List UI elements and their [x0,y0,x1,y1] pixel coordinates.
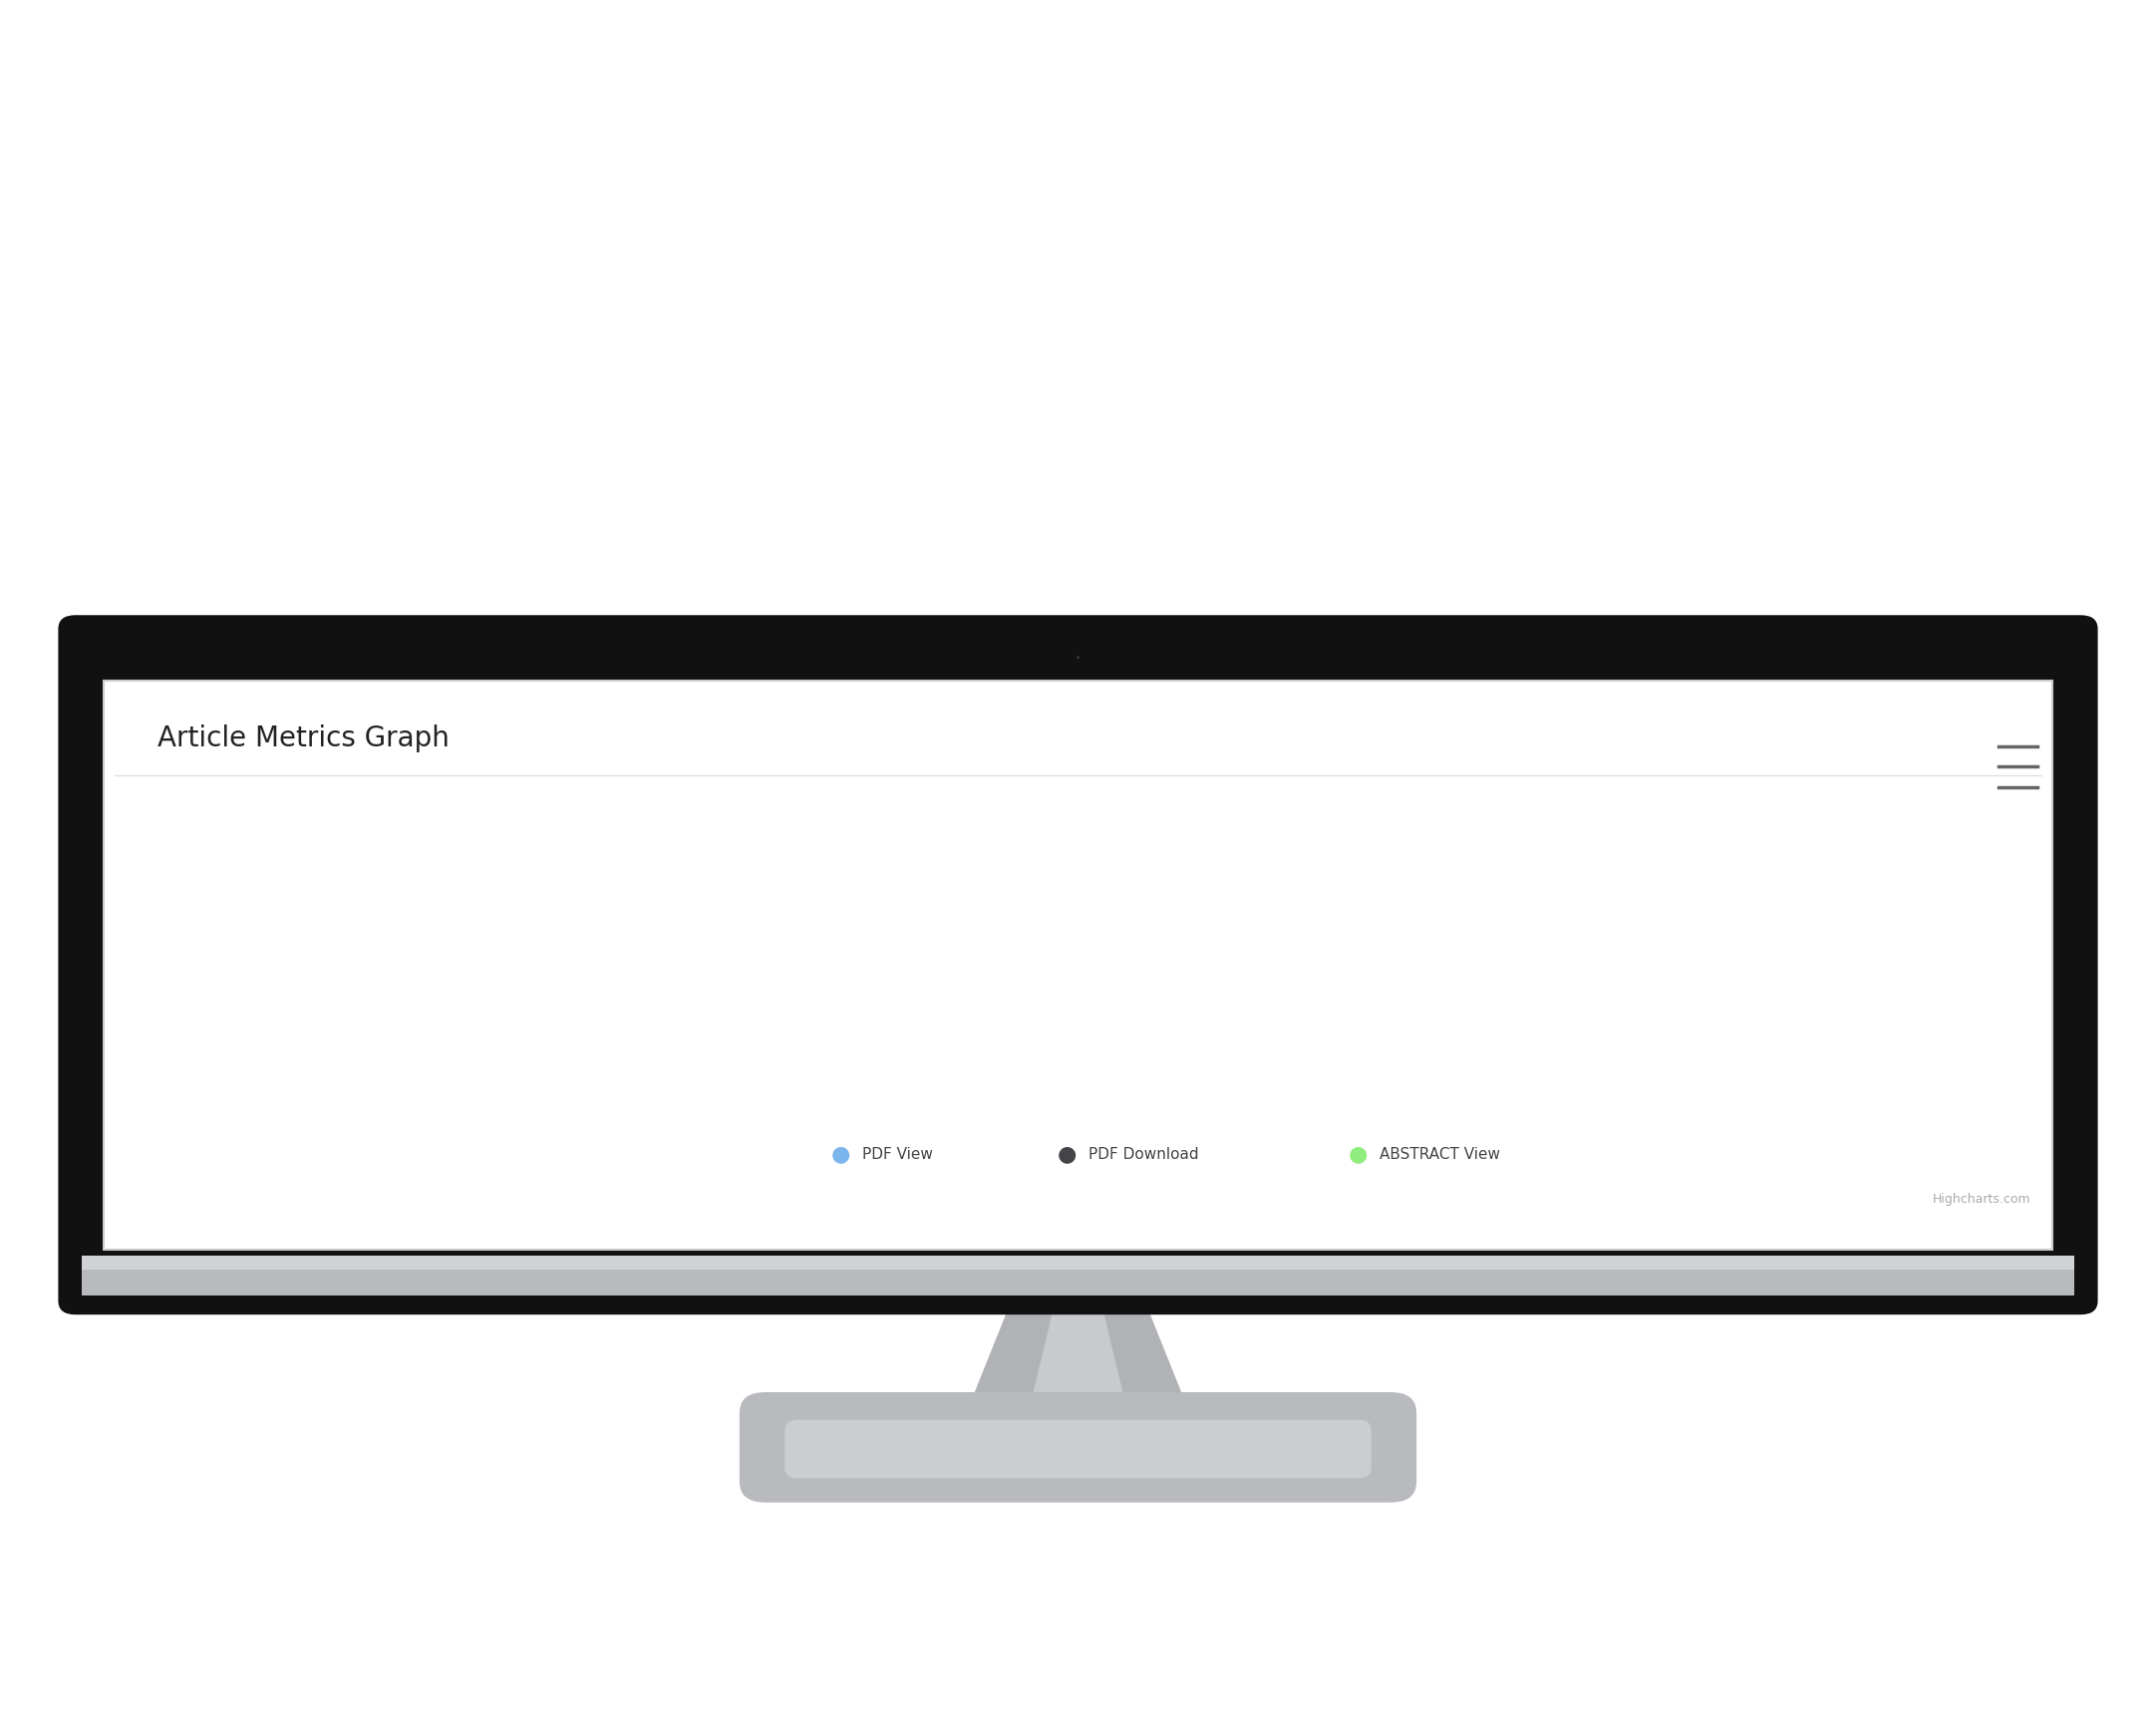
Bar [1425,1049,1438,1077]
Bar [617,1046,632,1077]
Bar [1533,1049,1546,1077]
Bar [1858,965,1874,1077]
Bar [1285,1049,1298,1077]
Bar [1470,1036,1485,1077]
Bar [727,1041,740,1077]
Bar [1813,880,1828,1077]
Bar [1052,1068,1065,1077]
Bar [539,1027,552,1077]
Bar [1781,906,1796,1077]
Bar [975,1073,987,1077]
Bar [1718,965,1733,1077]
Bar [354,984,367,1077]
Bar [1595,1015,1608,1077]
Bar [1488,1032,1501,1077]
Bar [1503,1032,1516,1077]
Bar [1843,961,1856,1077]
Bar [1876,911,1889,1077]
Bar [849,1046,862,1077]
Bar [1611,1015,1626,1077]
Bar [804,1036,817,1077]
Bar [1363,1068,1376,1077]
Bar [927,1073,942,1077]
Y-axis label: Article Average: Article Average [166,906,181,1023]
Bar [1440,1027,1455,1077]
Bar [1968,1027,1981,1077]
Bar [1317,1046,1330,1077]
Text: PDF Download: PDF Download [1089,1148,1199,1161]
Bar [664,1051,677,1077]
Bar [1921,1068,1936,1077]
Bar [306,982,321,1077]
Text: PDF View: PDF View [862,1148,934,1161]
Bar [602,1049,614,1077]
Text: ABSTRACT View: ABSTRACT View [1380,1148,1501,1161]
Bar [1380,1029,1393,1077]
Bar [1255,1060,1268,1077]
Bar [1177,1036,1190,1077]
Bar [1348,1065,1360,1077]
Text: ●: ● [1059,1144,1076,1165]
Bar [1408,1051,1423,1077]
Bar [414,1015,429,1077]
Bar [1798,903,1811,1077]
Text: ●: ● [1350,1144,1367,1165]
Bar [912,1073,925,1077]
Bar [867,1036,880,1077]
Bar [1736,965,1749,1077]
Bar [1938,924,1951,1077]
Text: •: • [1076,653,1080,663]
Bar [1658,973,1671,1077]
Bar [1906,1015,1919,1077]
Bar [1037,1068,1050,1077]
Text: Article Metrics Graph: Article Metrics Graph [157,724,448,751]
Bar [556,1027,569,1077]
Bar [1565,1041,1578,1077]
Bar [1097,1032,1112,1077]
Bar [1984,1051,1996,1077]
Bar [1690,946,1703,1077]
Text: ●: ● [832,1144,849,1165]
Bar [1673,970,1686,1077]
Bar [742,1041,755,1077]
Bar [431,1013,444,1077]
Bar [1628,999,1641,1077]
Bar [476,1027,492,1077]
Bar [246,1013,259,1077]
Bar [1069,1058,1082,1077]
Bar [1548,1049,1563,1077]
Bar [787,1032,802,1077]
Bar [679,1051,694,1077]
Bar [229,1015,241,1077]
Bar [1160,1036,1173,1077]
Bar [1115,1036,1128,1077]
Bar [1751,937,1766,1077]
Bar [369,991,384,1077]
Text: Highcharts.com: Highcharts.com [1932,1192,2031,1206]
Bar [291,982,304,1077]
Bar [1130,1054,1145,1077]
Bar [990,1073,1005,1077]
Bar [494,1027,507,1077]
Bar [1300,1054,1315,1077]
Bar [1238,1049,1253,1077]
Bar [944,1063,957,1077]
Bar [1222,1036,1235,1077]
